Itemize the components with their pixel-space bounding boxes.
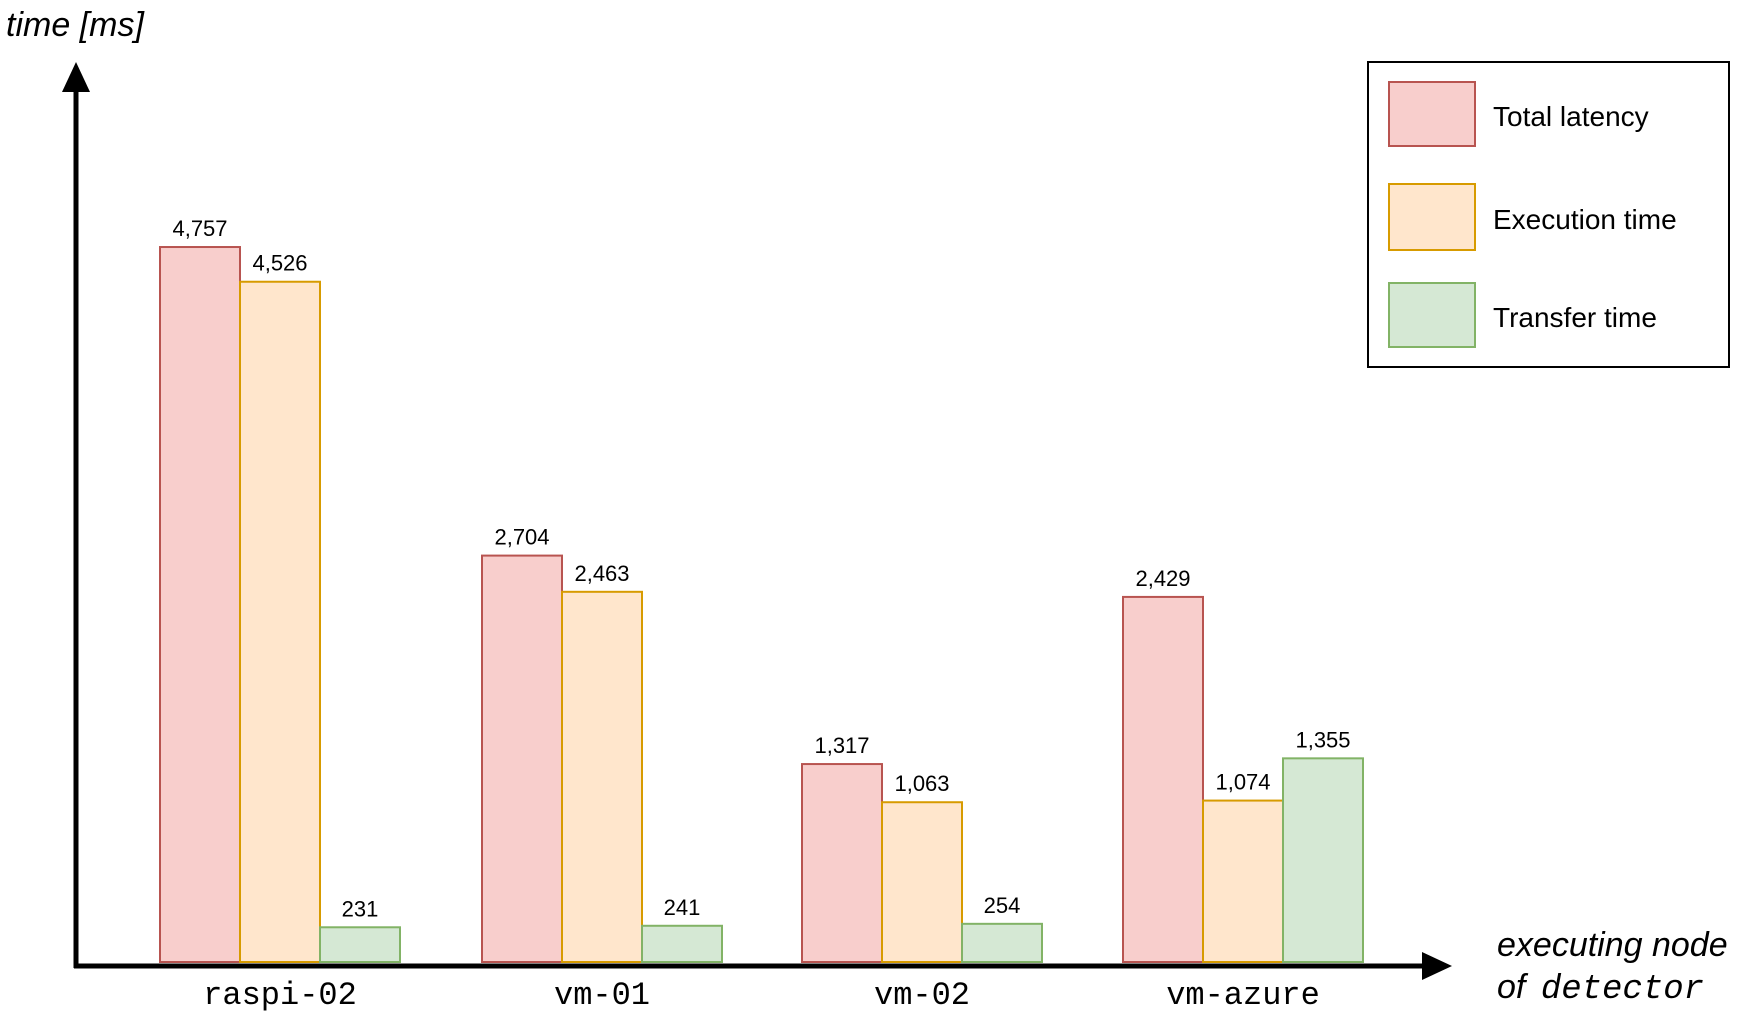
legend-swatch-transfer-time [1388, 282, 1476, 348]
data-label-vm-01-transfer-time: 241 [664, 895, 701, 920]
x-axis-title-line1: executing node [1497, 926, 1728, 964]
x-axis-title-line2: of detector [1497, 968, 1704, 1009]
legend: Total latency Execution time Transfer ti… [1367, 61, 1730, 368]
bar-raspi-02-transfer-time [319, 926, 401, 963]
data-label-raspi-02-transfer-time: 231 [342, 896, 379, 921]
legend-label-transfer-time: Transfer time [1493, 302, 1657, 333]
x-tick-label-vm-02: vm-02 [874, 977, 970, 1014]
bar-vm-02-execution-time [881, 801, 963, 963]
x-axis-title-code: detector [1541, 971, 1704, 1009]
bars-group: 4,757 4,526 231 2,704 2,463 241 1,317 1,063 254 2… [159, 216, 1364, 964]
data-label-vm-01-execution-time: 2,463 [574, 561, 629, 586]
bar-vm-azure-execution-time [1202, 799, 1284, 964]
bar-vm-01-execution-time [561, 590, 643, 963]
legend-label-total-latency: Total latency [1493, 101, 1649, 132]
bar-raspi-02-total-latency [159, 246, 241, 964]
bar-vm-02-transfer-time [961, 922, 1043, 963]
bar-vm-01-transfer-time [641, 924, 723, 964]
y-axis-title: time [ms] [6, 6, 145, 44]
x-axis-title-of: of [1497, 968, 1529, 1006]
y-axis-arrowhead [62, 62, 90, 92]
data-label-vm-02-total-latency: 1,317 [814, 733, 869, 758]
data-label-vm-azure-execution-time: 1,074 [1215, 770, 1270, 795]
data-label-raspi-02-total-latency: 4,757 [172, 216, 227, 241]
legend-swatch-total-latency [1388, 81, 1476, 147]
data-label-vm-01-total-latency: 2,704 [494, 525, 549, 550]
x-axis-arrowhead [1422, 952, 1452, 980]
bar-raspi-02-execution-time [239, 280, 321, 963]
bar-vm-02-total-latency [801, 763, 883, 963]
bar-vm-azure-total-latency [1122, 595, 1204, 964]
data-label-vm-02-transfer-time: 254 [984, 893, 1021, 918]
x-tick-label-raspi-02: raspi-02 [203, 977, 357, 1014]
x-tick-label-vm-01: vm-01 [554, 977, 650, 1014]
data-label-vm-azure-transfer-time: 1,355 [1295, 727, 1350, 752]
x-tick-labels: raspi-02 vm-01 vm-02 vm-azure [203, 977, 1320, 1014]
legend-label-execution-time: Execution time [1493, 204, 1677, 235]
data-label-vm-azure-total-latency: 2,429 [1135, 566, 1190, 591]
legend-swatch-execution-time [1388, 183, 1476, 251]
x-tick-label-vm-azure: vm-azure [1166, 977, 1320, 1014]
bar-vm-01-total-latency [481, 554, 563, 963]
data-label-raspi-02-execution-time: 4,526 [252, 251, 307, 276]
data-label-vm-02-execution-time: 1,063 [894, 771, 949, 796]
bar-vm-azure-transfer-time [1282, 757, 1364, 963]
